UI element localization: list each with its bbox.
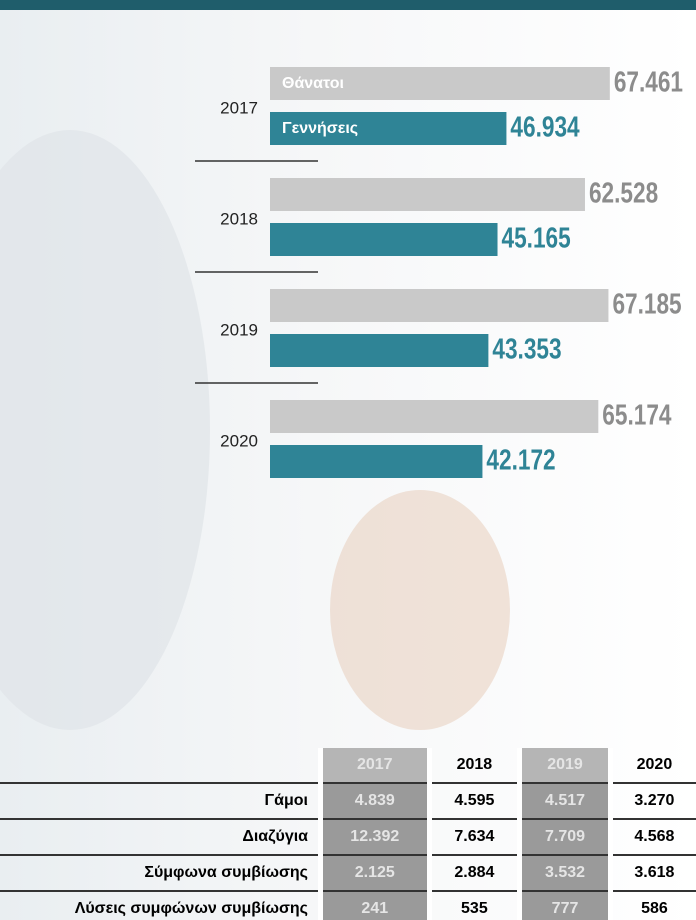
bar [270, 178, 585, 211]
table-cell: 3.270 [610, 783, 696, 819]
table-cell: Γάμοι [0, 783, 321, 819]
bar [270, 289, 608, 322]
table-cell: Διαζύγια [0, 819, 321, 855]
column-header [0, 748, 321, 783]
value-label: 45.165 [502, 221, 571, 254]
category-label: 2018 [220, 209, 258, 228]
category-label: 2017 [220, 98, 258, 117]
background-hand [330, 490, 510, 730]
bar [270, 400, 598, 433]
table-cell: 2.884 [429, 855, 520, 891]
value-label: 65.174 [602, 398, 672, 431]
legend-label: Γεννήσεις [282, 120, 358, 137]
table-cell: 7.709 [520, 819, 611, 855]
table-cell: 4.517 [520, 783, 611, 819]
table-cell: 2.125 [321, 855, 430, 891]
top-strip [0, 0, 696, 10]
page: 2017 67.461 Θάνατοι 46.934 Γεννήσεις 2018 62.5… [0, 0, 696, 920]
table-cell: 4.568 [610, 819, 696, 855]
value-label: 62.528 [589, 176, 658, 209]
table-cell: 4.595 [429, 783, 520, 819]
table-cell: 241 [321, 891, 430, 920]
column-header: 2018 [429, 748, 520, 783]
legend-label: Θάνατοι [282, 75, 344, 92]
chart: 2017 67.461 Θάνατοι 46.934 Γεννήσεις 2018 62.5… [0, 0, 696, 740]
table-cell: 7.634 [429, 819, 520, 855]
table-cell: 3.618 [610, 855, 696, 891]
table-cell: 586 [610, 891, 696, 920]
column-header: 2019 [520, 748, 611, 783]
column-header: 2020 [610, 748, 696, 783]
column-header: 2017 [321, 748, 430, 783]
value-label: 67.185 [612, 287, 681, 320]
category-label: 2020 [220, 431, 258, 450]
category-label: 2019 [220, 320, 258, 339]
table-cell: 3.532 [520, 855, 611, 891]
table-cell: 4.839 [321, 783, 430, 819]
table-cell: Σύμφωνα συμβίωσης [0, 855, 321, 891]
background-figure [0, 130, 210, 730]
table-cell: 777 [520, 891, 611, 920]
table-cell: Λύσεις συμφώνων συμβίωσης [0, 891, 321, 920]
bar [270, 223, 498, 256]
value-label: 43.353 [492, 332, 561, 365]
table-cell: 535 [429, 891, 520, 920]
bar [270, 334, 488, 367]
value-label: 67.461 [614, 65, 683, 98]
bar [270, 445, 482, 478]
value-label: 46.934 [510, 110, 580, 143]
value-label: 42.172 [486, 443, 555, 476]
table-cell: 12.392 [321, 819, 430, 855]
